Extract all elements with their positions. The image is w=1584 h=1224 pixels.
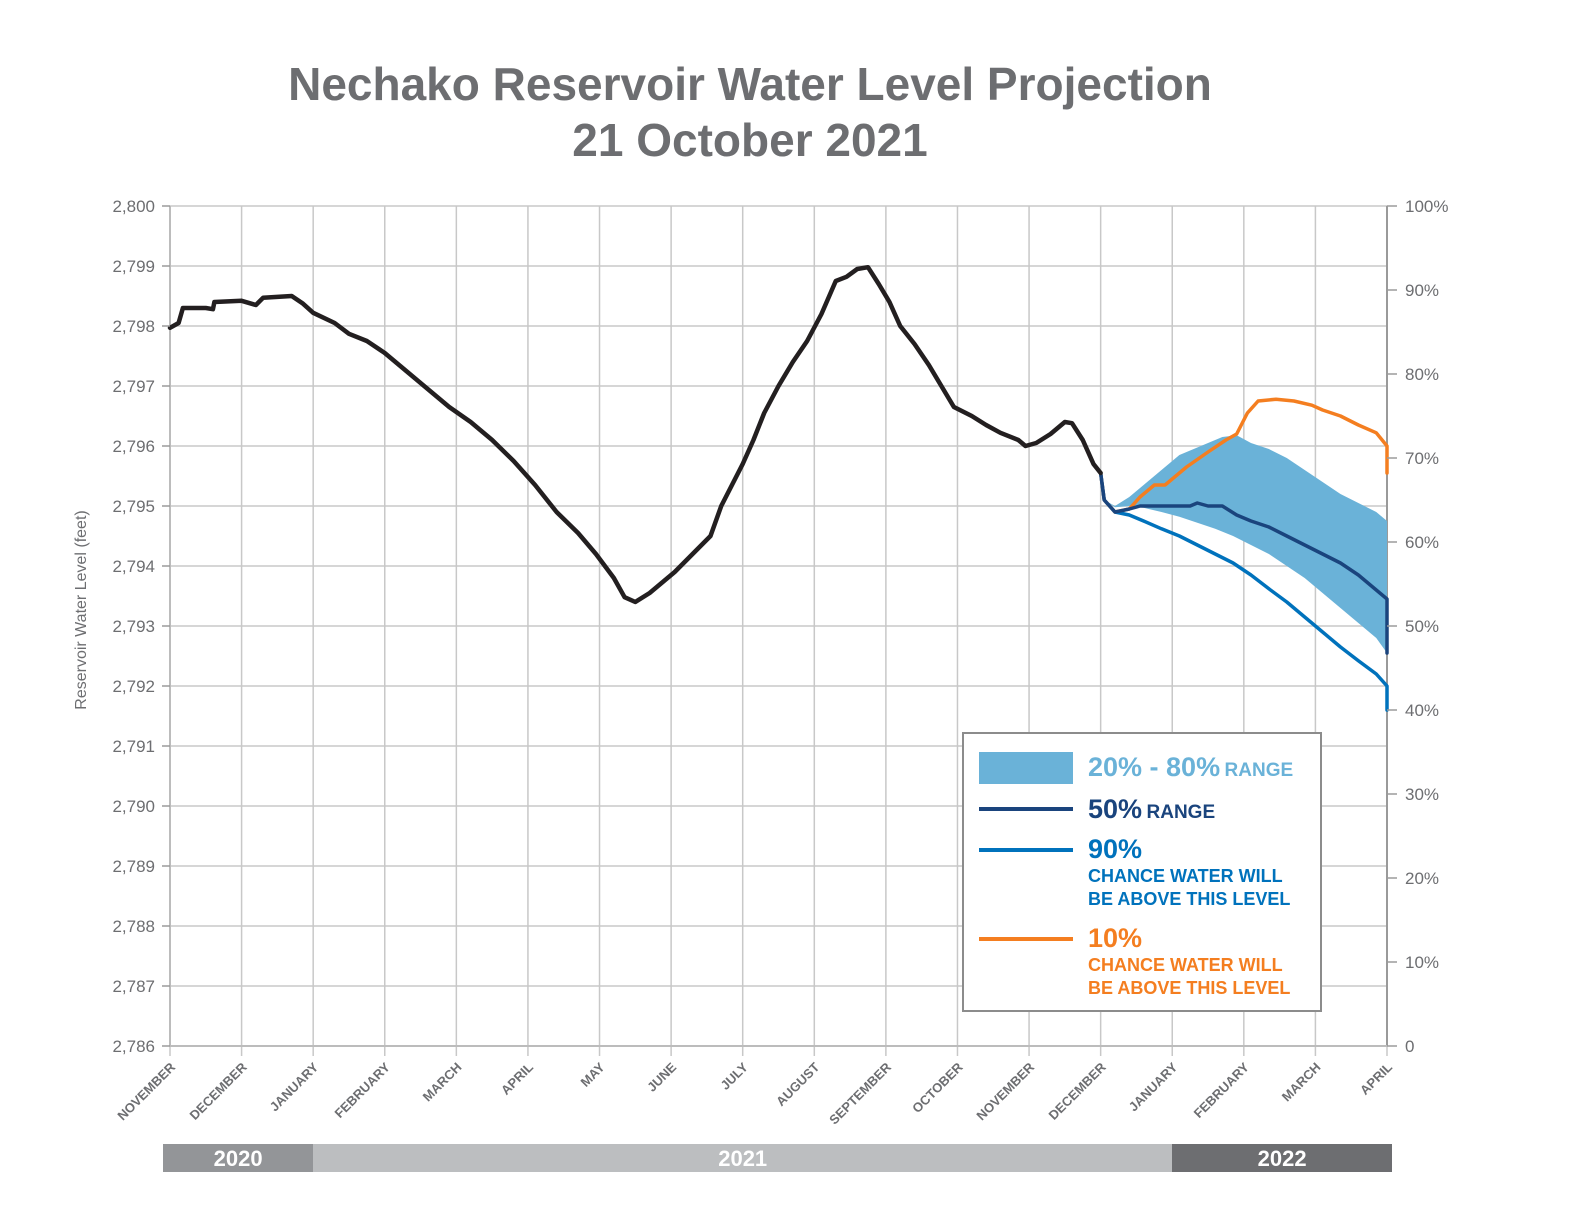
y-tick-label: 2,796 [112, 437, 155, 456]
year-bar-2021: 2021 [313, 1144, 1173, 1172]
y-tick-label: 2,800 [112, 197, 155, 216]
y2-tick-label: 30% [1405, 785, 1439, 804]
y-axis-label: Reservoir Water Level (feet) [73, 510, 90, 709]
x-tick-label: MARCH [1279, 1060, 1324, 1105]
y2-tick-label: 70% [1405, 449, 1439, 468]
legend-band-value: 20% - 80% [1088, 752, 1221, 782]
legend-p90-swatch [979, 848, 1073, 852]
x-tick-label: APRIL [1357, 1059, 1395, 1097]
legend-p10-text: 10% CHANCE WATER WILL BE ABOVE THIS LEVE… [1088, 923, 1290, 1000]
legend-p90-value: 90% [1088, 834, 1143, 864]
y2-tick-label: 20% [1405, 869, 1439, 888]
x-tick-label: NOVEMBER [114, 1059, 178, 1123]
y-tick-label: 2,793 [112, 617, 155, 636]
y-tick-label: 2,794 [112, 557, 155, 576]
x-tick-label: FEBRUARY [332, 1059, 394, 1121]
y-tick-label: 2,787 [112, 977, 155, 996]
y2-tick-label: 0 [1405, 1037, 1414, 1056]
y2-tick-label: 100% [1405, 197, 1448, 216]
legend-median-suffix: RANGE [1146, 802, 1216, 823]
legend-p90-line1: CHANCE WATER WILL [1088, 866, 1283, 886]
legend-p10-line1: CHANCE WATER WILL [1088, 955, 1283, 975]
chart-subtitle: 21 October 2021 [572, 114, 928, 166]
legend-p10-line2: BE ABOVE THIS LEVEL [1088, 978, 1291, 998]
x-tick-label: DECEMBER [186, 1059, 250, 1123]
legend-median-value: 50% [1088, 794, 1143, 824]
y2-tick-label: 40% [1405, 701, 1439, 720]
y2-tick-label: 80% [1405, 365, 1439, 384]
y-tick-label: 2,786 [112, 1037, 155, 1056]
x-tick-label: FEBRUARY [1191, 1059, 1253, 1121]
legend: 20% - 80% RANGE 50% RANGE 90% CHANCE WAT… [962, 732, 1322, 1012]
x-tick-label: DECEMBER [1046, 1059, 1110, 1123]
legend-median-swatch [979, 807, 1073, 811]
y-axis-right: 100% 90% 80% 70% 60% 50% 40% 30% 20% 10% 0 [1387, 197, 1448, 1056]
y-tick-label: 2,797 [112, 377, 155, 396]
x-axis: NOVEMBER DECEMBER JANUARY FEBRUARY MARCH APRI… [114, 1059, 1395, 1127]
series-line-p50 [1098, 471, 1389, 655]
x-tick-label: JUNE [644, 1059, 679, 1094]
x-tick-label: SEPTEMBER [826, 1059, 894, 1127]
y-tick-label: 2,792 [112, 677, 155, 696]
x-tick-label: NOVEMBER [973, 1059, 1037, 1123]
band-area [1104, 435, 1387, 689]
x-tick-label: JULY [718, 1059, 751, 1092]
x-tick-label: MARCH [420, 1060, 465, 1105]
y2-tick-label: 50% [1405, 617, 1439, 636]
y-tick-label: 2,798 [112, 317, 155, 336]
y-tick-label: 2,790 [112, 797, 155, 816]
y-tick-label: 2,799 [112, 257, 155, 276]
y2-tick-label: 90% [1405, 281, 1439, 300]
series-lines [167, 264, 1389, 712]
chart-title: Nechako Reservoir Water Level Projection [288, 58, 1212, 110]
series-line-p10 [1098, 397, 1389, 514]
legend-p10-value: 10% [1088, 923, 1143, 953]
y-tick-label: 2,789 [112, 857, 155, 876]
legend-p90-text: 90% CHANCE WATER WILL BE ABOVE THIS LEVE… [1088, 834, 1290, 911]
year-bar-2020: 2020 [163, 1144, 314, 1172]
legend-p90-line2: BE ABOVE THIS LEVEL [1088, 889, 1291, 909]
year-bar-2022: 2022 [1172, 1144, 1392, 1172]
x-tick-label: AUGUST [773, 1059, 822, 1108]
y-tick-label: 2,791 [112, 737, 155, 756]
legend-band-suffix: RANGE [1224, 760, 1294, 781]
x-tick-label: JANUARY [1126, 1059, 1181, 1114]
band-20-80 [1104, 435, 1387, 689]
legend-median-text: 50% RANGE [1088, 794, 1215, 825]
x-tick-label: OCTOBER [909, 1059, 966, 1116]
legend-band-text: 20% - 80% RANGE [1088, 752, 1293, 783]
y2-tick-label: 10% [1405, 953, 1439, 972]
y2-tick-label: 60% [1405, 533, 1439, 552]
y-tick-label: 2,795 [112, 497, 155, 516]
x-tick-label: JANUARY [267, 1059, 322, 1114]
x-tick-label: MAY [577, 1059, 607, 1089]
y-axis-left: 2,800 2,799 2,798 2,797 2,796 2,795 2,794 2,793… [112, 197, 170, 1056]
series-line-p90 [1098, 471, 1389, 712]
legend-band-swatch [979, 752, 1073, 784]
legend-p10-swatch [979, 937, 1073, 941]
series-line-historical [167, 264, 1103, 605]
y-tick-label: 2,788 [112, 917, 155, 936]
x-tick-label: APRIL [498, 1059, 536, 1097]
